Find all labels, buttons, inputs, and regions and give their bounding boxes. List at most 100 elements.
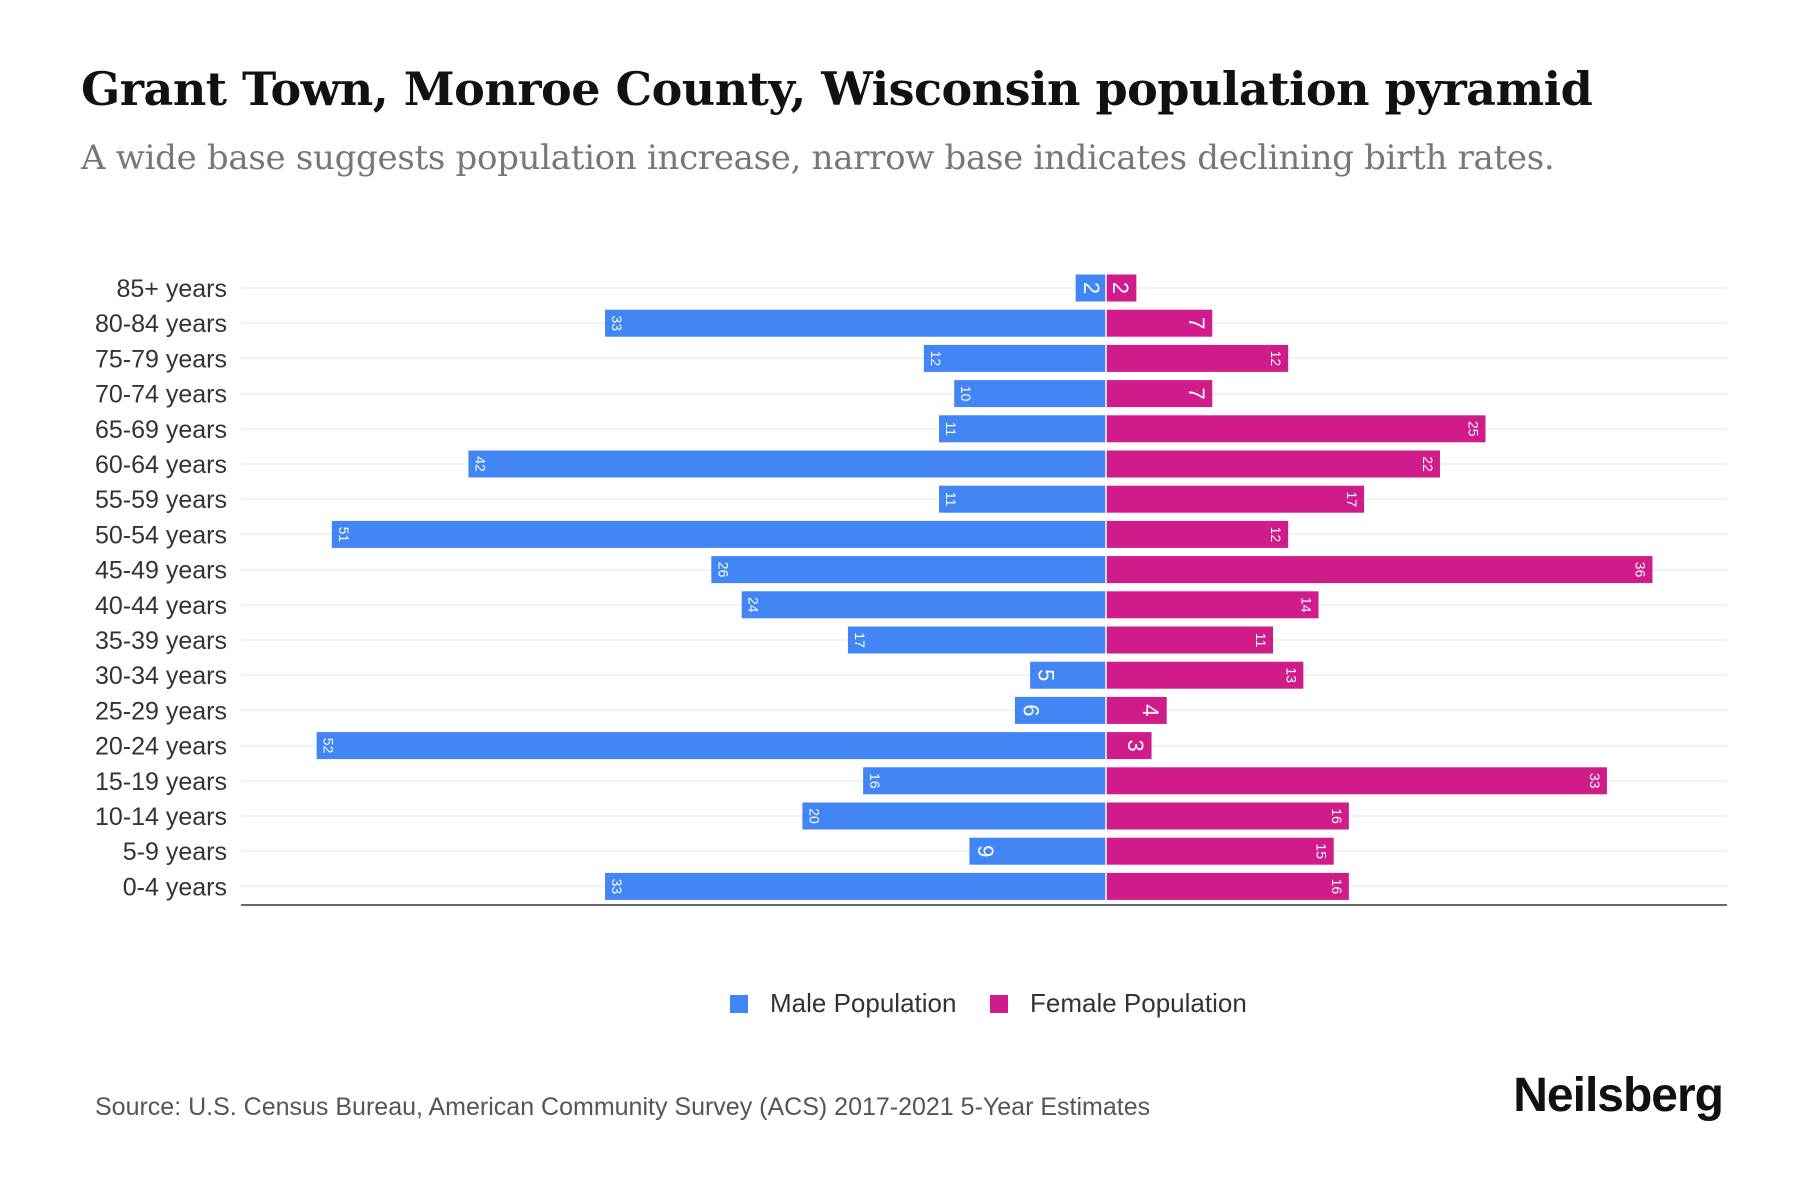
male-bar bbox=[954, 380, 1106, 408]
female-data-label: 25 bbox=[1466, 421, 1482, 437]
y-tick-label: 0-4 years bbox=[123, 873, 227, 901]
female-data-label: 16 bbox=[1329, 879, 1345, 895]
chart-subtitle: A wide base suggests population increase… bbox=[81, 138, 1555, 178]
male-data-label: 11 bbox=[943, 422, 959, 437]
legend-label-male: Male Population bbox=[770, 988, 957, 1018]
female-bar bbox=[1106, 415, 1486, 443]
female-data-label: 7 bbox=[1184, 317, 1209, 329]
legend-item-male[interactable]: Male Population bbox=[730, 988, 956, 1019]
female-data-label: 16 bbox=[1329, 808, 1345, 824]
male-bar bbox=[939, 485, 1106, 513]
male-data-label: 26 bbox=[715, 562, 731, 578]
female-data-label: 3 bbox=[1123, 739, 1148, 751]
female-bar bbox=[1106, 556, 1653, 584]
male-data-label: 16 bbox=[867, 773, 883, 789]
y-tick-label: 65-69 years bbox=[95, 416, 227, 444]
female-bar bbox=[1106, 485, 1365, 513]
female-data-label: 15 bbox=[1314, 843, 1330, 859]
female-data-label: 11 bbox=[1253, 633, 1269, 648]
y-tick-label: 5-9 years bbox=[123, 838, 227, 866]
female-swatch bbox=[990, 994, 1008, 1013]
male-bar bbox=[1030, 661, 1106, 689]
female-bar bbox=[1106, 274, 1137, 302]
female-bar bbox=[1106, 344, 1289, 372]
source-note: Source: U.S. Census Bureau, American Com… bbox=[95, 1093, 1151, 1121]
female-data-label: 13 bbox=[1283, 667, 1299, 683]
female-bar bbox=[1106, 309, 1213, 337]
male-data-label: 24 bbox=[746, 597, 762, 613]
male-data-label: 12 bbox=[928, 351, 944, 367]
female-bar bbox=[1106, 380, 1213, 408]
male-bar bbox=[605, 872, 1106, 900]
female-data-label: 36 bbox=[1632, 562, 1648, 578]
female-data-label: 12 bbox=[1268, 351, 1284, 367]
male-bar bbox=[468, 450, 1106, 478]
y-tick-label: 35-39 years bbox=[95, 627, 227, 655]
female-data-label: 4 bbox=[1138, 704, 1163, 716]
male-data-label: 33 bbox=[609, 879, 625, 895]
y-tick-label: 75-79 years bbox=[95, 345, 227, 373]
female-bar bbox=[1106, 837, 1334, 865]
female-data-label: 14 bbox=[1299, 597, 1315, 613]
male-bar bbox=[863, 767, 1106, 795]
female-bar bbox=[1106, 626, 1273, 654]
female-bar bbox=[1106, 767, 1607, 795]
male-data-label: 51 bbox=[336, 527, 352, 543]
male-bar bbox=[605, 309, 1106, 337]
male-data-label: 5 bbox=[1034, 669, 1059, 681]
male-bar bbox=[331, 520, 1106, 548]
female-data-label: 2 bbox=[1108, 282, 1133, 294]
neilsberg-logo[interactable]: Neilsberg bbox=[1513, 1069, 1724, 1122]
chart-title: Grant Town, Monroe County, Wisconsin pop… bbox=[81, 62, 1593, 116]
y-tick-label: 10-14 years bbox=[95, 803, 227, 831]
female-data-label: 12 bbox=[1268, 527, 1284, 543]
female-bar bbox=[1106, 732, 1152, 760]
male-bar bbox=[939, 415, 1106, 443]
male-bar bbox=[711, 556, 1106, 584]
male-data-label: 10 bbox=[958, 386, 974, 402]
female-bar bbox=[1106, 661, 1304, 689]
y-tick-label: 50-54 years bbox=[95, 521, 227, 549]
female-bar bbox=[1106, 520, 1289, 548]
legend-label-female: Female Population bbox=[1030, 988, 1247, 1018]
male-bar bbox=[847, 626, 1106, 654]
female-bar bbox=[1106, 872, 1349, 900]
male-data-label: 11 bbox=[943, 492, 959, 507]
y-tick-label: 45-49 years bbox=[95, 557, 227, 585]
male-data-label: 42 bbox=[472, 456, 488, 472]
male-data-label: 6 bbox=[1018, 704, 1043, 716]
y-tick-label: 40-44 years bbox=[95, 592, 227, 620]
y-tick-label: 70-74 years bbox=[95, 381, 227, 409]
male-bar bbox=[741, 591, 1106, 619]
male-bar bbox=[802, 802, 1106, 830]
female-data-label: 7 bbox=[1184, 387, 1209, 399]
female-bar bbox=[1106, 591, 1319, 619]
female-data-label: 33 bbox=[1587, 773, 1603, 789]
male-bar bbox=[316, 732, 1106, 760]
y-tick-label: 20-24 years bbox=[95, 733, 227, 761]
male-data-label: 9 bbox=[973, 845, 998, 857]
y-tick-label: 80-84 years bbox=[95, 310, 227, 338]
male-data-label: 20 bbox=[806, 808, 822, 824]
y-tick-label: 30-34 years bbox=[95, 662, 227, 690]
female-bar bbox=[1106, 696, 1167, 724]
y-tick-label: 25-29 years bbox=[95, 697, 227, 725]
y-tick-label: 60-64 years bbox=[95, 451, 227, 479]
male-data-label: 52 bbox=[321, 738, 337, 754]
male-data-label: 17 bbox=[852, 632, 868, 648]
male-bar bbox=[923, 344, 1106, 372]
male-bar bbox=[969, 837, 1106, 865]
female-bar bbox=[1106, 450, 1440, 478]
male-bar bbox=[1075, 274, 1106, 302]
legend-item-female[interactable]: Female Population bbox=[990, 988, 1247, 1019]
female-data-label: 22 bbox=[1420, 456, 1436, 472]
male-bar bbox=[1014, 696, 1106, 724]
female-data-label: 17 bbox=[1344, 491, 1360, 507]
male-data-label: 2 bbox=[1079, 282, 1104, 294]
female-bar bbox=[1106, 802, 1349, 830]
y-tick-label: 55-59 years bbox=[95, 486, 227, 514]
y-tick-label: 85+ years bbox=[117, 275, 228, 303]
y-tick-label: 15-19 years bbox=[95, 768, 227, 796]
male-data-label: 33 bbox=[609, 315, 625, 331]
